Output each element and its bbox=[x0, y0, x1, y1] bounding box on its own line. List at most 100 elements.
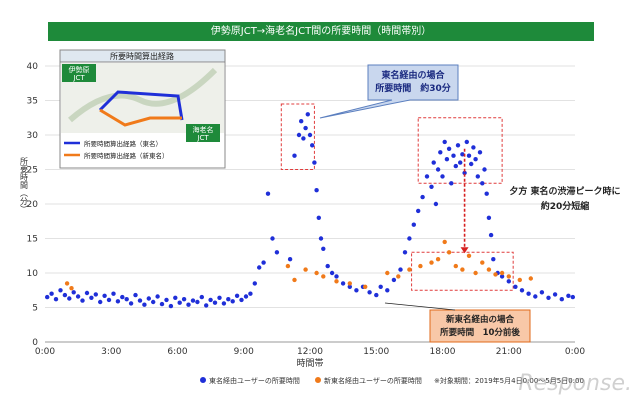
x-axis-label: 時間帯 bbox=[296, 357, 323, 369]
shintomei-pointer bbox=[384, 302, 456, 311]
tomei-point bbox=[173, 295, 178, 300]
tomei-point bbox=[526, 291, 531, 296]
shintomei-point bbox=[528, 276, 533, 281]
tomei-point bbox=[305, 112, 310, 117]
tomei-point bbox=[159, 301, 165, 307]
tomei-point bbox=[462, 170, 467, 176]
tomei-point bbox=[208, 297, 213, 303]
tomei-point bbox=[301, 136, 306, 141]
map-inset-heading: 所要時間算出経路 bbox=[110, 51, 174, 61]
tomei-point bbox=[316, 215, 321, 220]
tomei-point bbox=[67, 296, 72, 301]
tomei-point bbox=[137, 298, 143, 303]
tomei-point bbox=[226, 297, 231, 302]
tomei-point bbox=[451, 153, 456, 158]
tomei-point bbox=[429, 184, 434, 189]
tomei-point bbox=[299, 119, 304, 124]
tomei-point bbox=[367, 290, 372, 295]
x-tick-label: 6:00 bbox=[167, 347, 187, 357]
tomei-point bbox=[89, 295, 94, 300]
shintomei-point bbox=[64, 281, 70, 286]
shintomei-point bbox=[493, 272, 498, 277]
shintomei-route bbox=[99, 108, 182, 127]
tomei-point bbox=[243, 294, 249, 299]
tomei-point bbox=[164, 297, 169, 303]
tomei-point bbox=[270, 236, 275, 241]
tomei-point bbox=[204, 303, 209, 308]
tomei-point bbox=[391, 277, 397, 283]
tomei-point bbox=[111, 291, 116, 296]
tomei-point bbox=[71, 290, 76, 295]
tomei-point bbox=[186, 302, 191, 307]
tomei-point bbox=[190, 298, 196, 303]
tomei-point bbox=[570, 294, 575, 300]
y-tick-label: 10 bbox=[27, 269, 39, 279]
tomei-point bbox=[385, 288, 390, 293]
shintomei-point bbox=[480, 260, 485, 265]
tomei-point bbox=[310, 143, 315, 148]
tomei-point bbox=[433, 201, 439, 207]
tomei-point bbox=[257, 265, 262, 270]
legend: 東名経由ユーザーの所要時間 新東名経由ユーザーの所要時間 ※対象期間：2019年5月… bbox=[200, 376, 584, 385]
tomei-point bbox=[513, 284, 518, 289]
tomei-point bbox=[411, 222, 416, 227]
shintomei-point bbox=[385, 270, 390, 276]
tomei-point bbox=[438, 150, 443, 155]
shintomei-route-legend: 所要時間算出経路（新東名） bbox=[84, 151, 169, 160]
map-terrain bbox=[68, 67, 218, 123]
tomei-point bbox=[491, 257, 496, 262]
shintomei-point bbox=[460, 267, 465, 272]
tomei-point bbox=[416, 208, 421, 214]
shintomei-point bbox=[363, 284, 368, 289]
tomei-point bbox=[62, 292, 68, 298]
tomei-point bbox=[329, 270, 335, 276]
tomei-point bbox=[398, 267, 403, 272]
x-tick-label: 18:00 bbox=[430, 347, 456, 357]
tomei-point bbox=[539, 290, 545, 295]
tomei-callout-text: 東名経由の場合所要時間 約30分 bbox=[375, 69, 451, 94]
tomei-point bbox=[93, 292, 99, 297]
shintomei-point bbox=[506, 274, 511, 279]
shintomei-point bbox=[303, 267, 308, 272]
tomei-point bbox=[124, 297, 129, 302]
tomei-point bbox=[307, 132, 313, 138]
shintomei-point bbox=[466, 253, 472, 258]
ebina-label-bg bbox=[186, 124, 220, 142]
tomei-point bbox=[431, 160, 436, 165]
shintomei-point bbox=[435, 257, 441, 262]
y-tick-label: 0 bbox=[32, 338, 38, 348]
x-tick-label: 3:00 bbox=[101, 347, 121, 357]
chart-title: 伊勢原JCT→海老名JCT間の所要時間（時間帯別） bbox=[210, 26, 432, 37]
tomei-point bbox=[473, 157, 478, 162]
shintomei-point bbox=[69, 286, 74, 291]
peak-reduction-text: 夕方 東名の渋滞ピーク時に約20分短縮 bbox=[509, 185, 620, 212]
tomei-point bbox=[519, 288, 525, 293]
map-inset-header bbox=[59, 49, 226, 63]
tomei-point bbox=[287, 257, 293, 262]
highlight-boxes bbox=[280, 103, 514, 291]
tomei-point bbox=[566, 293, 571, 298]
tomei-point bbox=[314, 188, 319, 193]
tomei-point bbox=[449, 181, 454, 186]
shintomei-point bbox=[334, 279, 339, 284]
tomei-point bbox=[477, 150, 483, 155]
tomei-route-legend: 所要時間算出経路（東名） bbox=[84, 139, 162, 148]
tomei-point bbox=[559, 297, 564, 302]
tomei-point bbox=[274, 250, 280, 255]
tomei-point bbox=[265, 191, 271, 196]
tomei-point bbox=[440, 174, 445, 179]
x-tick-label: 0:00 bbox=[35, 347, 55, 357]
tomei-point bbox=[303, 125, 308, 131]
tomei-point bbox=[261, 260, 266, 265]
highlight-box bbox=[280, 103, 315, 170]
tomei-point bbox=[420, 194, 425, 200]
tomei-point bbox=[354, 288, 359, 293]
tomei-point bbox=[239, 297, 244, 303]
tomei-point bbox=[424, 174, 430, 179]
tomei-point bbox=[292, 153, 297, 158]
tomei-point bbox=[378, 284, 383, 289]
ebina-label: 海老名 JCT bbox=[193, 125, 214, 142]
